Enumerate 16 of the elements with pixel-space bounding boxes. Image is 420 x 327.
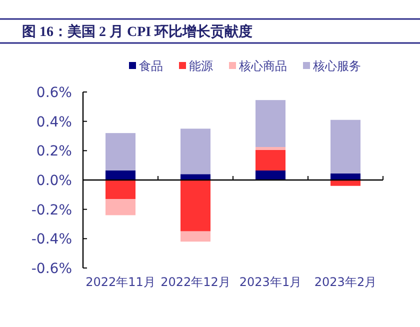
y-tick-label: 0.6% xyxy=(36,85,72,101)
legend-label: 核心商品 xyxy=(238,59,287,73)
legend-label: 食品 xyxy=(139,59,163,73)
y-tick-label: -0.2% xyxy=(31,202,72,218)
x-tick-label: 2022年12月 xyxy=(160,275,230,289)
x-tick-label: 2023年1月 xyxy=(239,275,302,289)
y-tick-label: 0.4% xyxy=(36,114,72,130)
chart-title: 图 16：美国 2 月 CPI 环比增长贡献度 xyxy=(22,23,253,40)
legend-label: 核心服务 xyxy=(312,59,361,73)
y-tick-label: 0.0% xyxy=(36,173,72,189)
x-tick-label: 2022年11月 xyxy=(86,275,156,289)
x-tick-label: 2023年2月 xyxy=(314,275,377,289)
y-tick-label: -0.6% xyxy=(31,261,72,277)
y-tick-label: -0.4% xyxy=(31,232,72,248)
legend-label: 能源 xyxy=(189,59,213,73)
y-tick-label: 0.2% xyxy=(36,144,72,160)
